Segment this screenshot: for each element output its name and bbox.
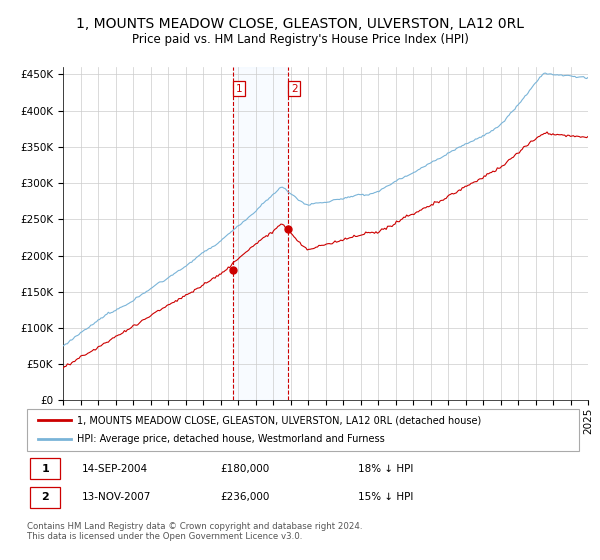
Text: 1: 1 — [235, 84, 242, 94]
Text: £236,000: £236,000 — [220, 492, 269, 502]
Text: 1, MOUNTS MEADOW CLOSE, GLEASTON, ULVERSTON, LA12 0RL (detached house): 1, MOUNTS MEADOW CLOSE, GLEASTON, ULVERS… — [77, 415, 481, 425]
FancyBboxPatch shape — [30, 487, 60, 508]
Text: 2: 2 — [291, 84, 298, 94]
Text: 2: 2 — [41, 492, 49, 502]
Bar — [233, 67, 288, 400]
FancyBboxPatch shape — [30, 458, 60, 479]
Text: 1: 1 — [41, 464, 49, 474]
Text: 15% ↓ HPI: 15% ↓ HPI — [358, 492, 413, 502]
Text: £180,000: £180,000 — [220, 464, 269, 474]
Text: 18% ↓ HPI: 18% ↓ HPI — [358, 464, 413, 474]
Text: 1, MOUNTS MEADOW CLOSE, GLEASTON, ULVERSTON, LA12 0RL: 1, MOUNTS MEADOW CLOSE, GLEASTON, ULVERS… — [76, 16, 524, 30]
Text: Contains HM Land Registry data © Crown copyright and database right 2024.
This d: Contains HM Land Registry data © Crown c… — [27, 522, 362, 542]
Text: 13-NOV-2007: 13-NOV-2007 — [82, 492, 152, 502]
Text: HPI: Average price, detached house, Westmorland and Furness: HPI: Average price, detached house, West… — [77, 435, 385, 445]
Text: 14-SEP-2004: 14-SEP-2004 — [82, 464, 148, 474]
FancyBboxPatch shape — [27, 409, 579, 451]
Text: Price paid vs. HM Land Registry's House Price Index (HPI): Price paid vs. HM Land Registry's House … — [131, 32, 469, 46]
